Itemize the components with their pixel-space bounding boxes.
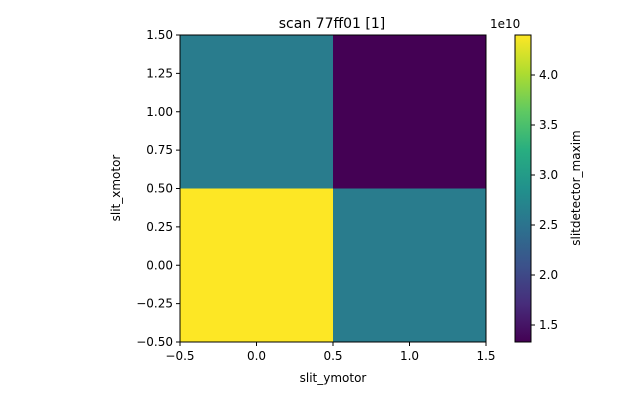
- colorbar-tick-label: 4.0: [539, 68, 558, 82]
- colorbar-tick-label: 3.5: [539, 118, 558, 132]
- heatmap-cells: [180, 35, 486, 342]
- x-axis-label: slit_ymotor: [300, 371, 367, 385]
- colorbar: [514, 34, 532, 343]
- colorbar-offset-text: 1e10: [490, 17, 520, 31]
- colorbar-tick-label: 3.0: [539, 168, 558, 182]
- heatmap-cell: [333, 188, 486, 342]
- x-tick-label: 0.5: [323, 349, 342, 363]
- x-tick-label: −0.5: [165, 349, 194, 363]
- y-tick-label: 0.00: [146, 258, 173, 272]
- heatmap-cell: [180, 35, 333, 189]
- colorbar-label: slitdetector_maxim: [569, 130, 583, 245]
- y-axis-ticks: −0.50 −0.25 0.00 0.25 0.50 0.75 1.00 1.25 1.50: [136, 28, 180, 349]
- x-tick-label: 1.5: [476, 349, 495, 363]
- chart-title: scan 77ff01 [1]: [279, 16, 385, 32]
- colorbar-ticks: 1.5 2.0 2.5 3.0 3.5 4.0: [531, 68, 558, 332]
- x-axis-ticks: −0.5 0.0 0.5 1.0 1.5: [165, 342, 496, 363]
- y-axis-label: slit_xmotor: [109, 155, 123, 222]
- y-tick-label: 1.00: [146, 105, 173, 119]
- heatmap-cell: [180, 188, 333, 342]
- y-tick-label: 0.25: [146, 220, 173, 234]
- x-tick-label: 1.0: [400, 349, 419, 363]
- y-tick-label: 1.25: [146, 66, 173, 80]
- y-tick-label: 1.50: [146, 28, 173, 42]
- colorbar-tick-label: 2.0: [539, 268, 558, 282]
- x-tick-label: 0.0: [247, 349, 266, 363]
- y-tick-label: −0.50: [136, 335, 173, 349]
- y-tick-label: −0.25: [136, 297, 173, 311]
- heatmap-cell: [333, 35, 486, 189]
- y-tick-label: 0.50: [146, 182, 173, 196]
- colorbar-tick-label: 1.5: [539, 318, 558, 332]
- y-tick-label: 0.75: [146, 143, 173, 157]
- colorbar-tick-label: 2.5: [539, 218, 558, 232]
